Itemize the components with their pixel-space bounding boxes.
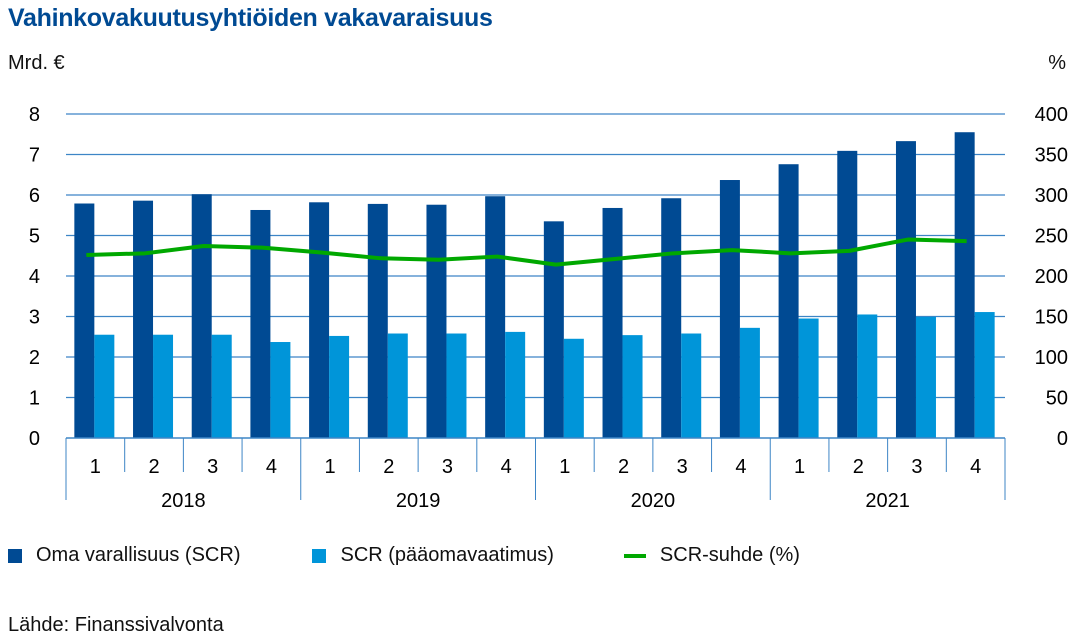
legend-item-own-funds: Oma varallisuus (SCR): [8, 544, 240, 567]
right-axis-unit: %: [1048, 52, 1066, 74]
y-tick-left: 2: [29, 347, 40, 369]
bar-own-funds: [250, 209, 271, 438]
x-tick-label: 1: [325, 456, 336, 478]
x-tick-label: 2: [148, 456, 159, 478]
x-tick-label: 1: [90, 456, 101, 478]
legend-label: SCR-suhde (%): [659, 544, 800, 566]
bar-scr: [974, 312, 995, 438]
bar-scr: [857, 314, 878, 438]
x-year-label: 2021: [865, 490, 910, 512]
x-tick-label: 2: [853, 456, 864, 478]
y-tick-left: 1: [29, 388, 40, 410]
bar-own-funds: [543, 221, 564, 438]
legend-swatch: [8, 548, 22, 563]
x-tick-label: 4: [970, 456, 981, 478]
bar-scr: [505, 331, 526, 438]
y-tick-left: 7: [29, 145, 40, 167]
bar-own-funds: [778, 164, 799, 438]
bar-own-funds: [954, 132, 975, 438]
y-tick-left: 4: [29, 266, 40, 288]
x-tick-label: 3: [911, 456, 922, 478]
y-tick-right: 150: [1035, 307, 1068, 329]
y-tick-right: 50: [1046, 388, 1068, 410]
bar-own-funds: [191, 194, 212, 438]
line-scr-ratio: [86, 237, 967, 267]
bar-scr: [270, 342, 291, 438]
bar-scr: [446, 333, 467, 438]
y-tick-right: 350: [1035, 145, 1068, 167]
legend-item-scr-ratio: SCR-suhde (%): [623, 544, 800, 567]
legend-item-scr: SCR (pääomavaatimus): [312, 544, 554, 567]
x-tick-label: 4: [735, 456, 746, 478]
bar-scr: [622, 335, 643, 438]
y-tick-right: 300: [1035, 185, 1068, 207]
x-tick-label: 4: [501, 456, 512, 478]
x-tick-label: 4: [266, 456, 277, 478]
source-note: Lähde: Finanssivalvonta: [8, 614, 224, 636]
bar-scr: [739, 327, 760, 438]
x-tick-label: 1: [559, 456, 570, 478]
bar-own-funds: [837, 150, 858, 439]
bar-scr: [387, 333, 408, 438]
legend-label: Oma varallisuus (SCR): [36, 544, 241, 566]
y-tick-right: 200: [1035, 266, 1068, 288]
y-tick-left: 0: [29, 428, 40, 450]
left-axis-unit: Mrd. €: [8, 52, 65, 74]
bar-scr: [563, 338, 584, 438]
y-tick-right: 400: [1035, 104, 1068, 126]
bar-own-funds: [309, 202, 330, 438]
bar-own-funds: [602, 207, 623, 438]
bar-own-funds: [367, 203, 388, 438]
x-year-label: 2020: [631, 490, 676, 512]
bar-scr: [915, 316, 936, 438]
bar-scr: [329, 335, 350, 438]
x-tick-label: 3: [677, 456, 688, 478]
legend-swatch: [312, 548, 327, 563]
y-tick-left: 6: [29, 185, 40, 207]
bar-own-funds: [895, 141, 916, 438]
bar-scr: [211, 334, 232, 438]
bar-scr: [153, 334, 174, 438]
bar-scr: [681, 333, 702, 438]
bar-scr: [798, 318, 819, 438]
bar-own-funds: [719, 180, 740, 438]
y-tick-right: 0: [1057, 428, 1068, 450]
bar-own-funds: [133, 200, 154, 438]
bar-scr: [94, 334, 115, 438]
bar-own-funds: [74, 203, 95, 438]
chart-title: Vahinkovakuutusyhtiöiden vakavaraisuus: [8, 4, 493, 32]
y-tick-left: 8: [29, 104, 40, 126]
x-tick-label: 2: [618, 456, 629, 478]
bar-own-funds: [426, 204, 447, 438]
y-tick-right: 100: [1035, 347, 1068, 369]
y-tick-left: 3: [29, 307, 40, 329]
y-tick-left: 5: [29, 226, 40, 248]
y-tick-right: 250: [1035, 226, 1068, 248]
legend: Oma varallisuus (SCR) SCR (pääomavaatimu…: [8, 544, 862, 567]
bar-own-funds: [661, 198, 682, 438]
bar-own-funds: [485, 196, 506, 438]
x-year-label: 2018: [161, 490, 206, 512]
x-tick-label: 2: [383, 456, 394, 478]
x-tick-label: 3: [442, 456, 453, 478]
x-tick-label: 3: [207, 456, 218, 478]
x-year-label: 2019: [396, 490, 441, 512]
legend-label: SCR (pääomavaatimus): [340, 544, 554, 566]
legend-swatch: [623, 553, 646, 558]
chart-plot: 0 1 2 3 4 5 6 7 8 0 50 100 150 200 250 300 350 400 1 2 3 4 1 2 3…: [29, 104, 1068, 512]
x-tick-label: 1: [794, 456, 805, 478]
